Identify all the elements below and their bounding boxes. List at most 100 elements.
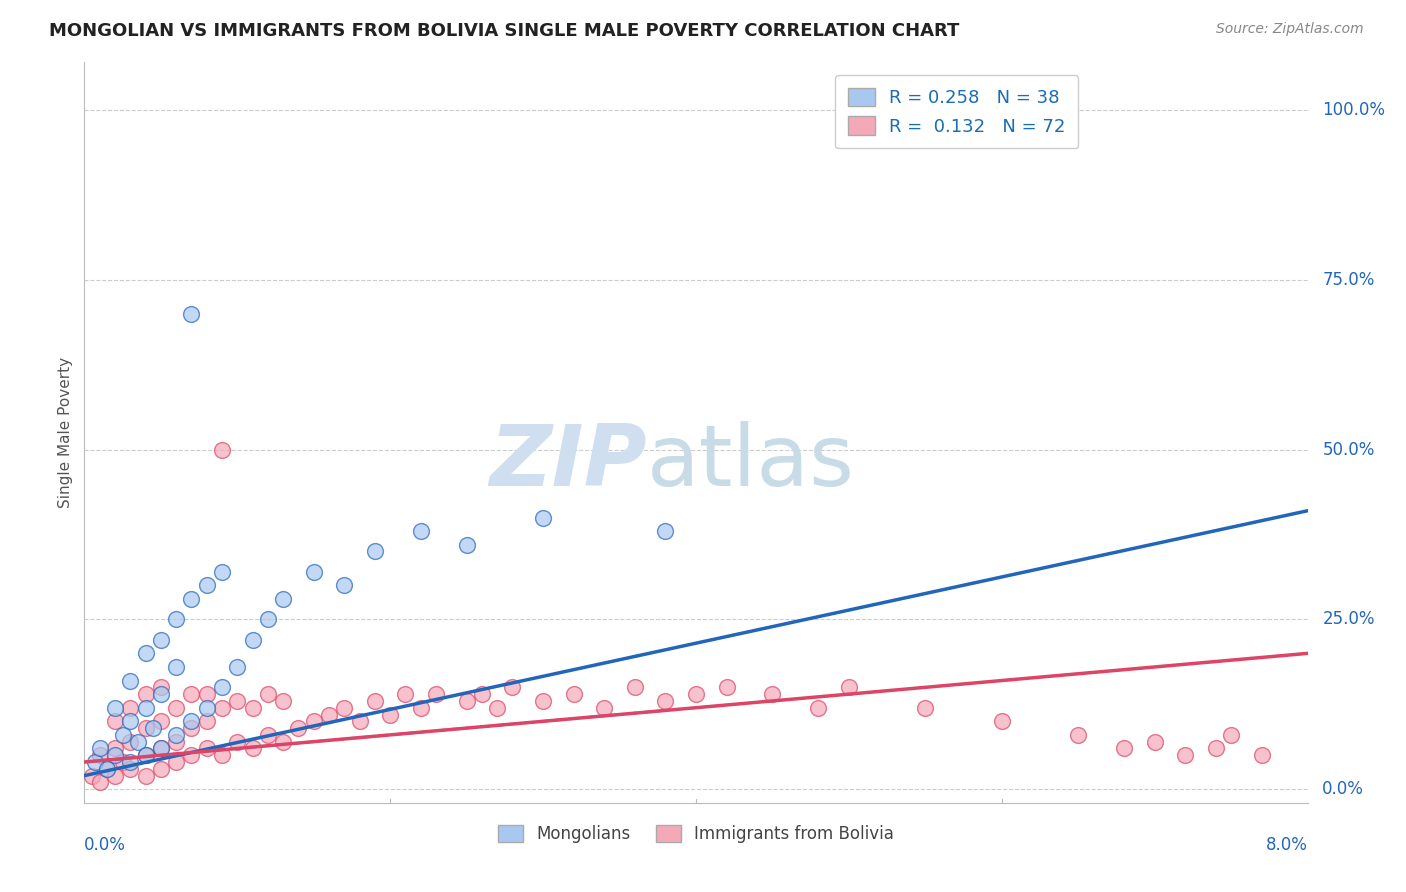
Point (111, 728, 134, 742)
Point (211, 442, 233, 457)
Point (96, 762, 118, 776)
Point (456, 538, 478, 552)
Point (195, 687, 218, 701)
Point (838, 681, 860, 695)
Point (149, 741, 172, 756)
Point (761, 687, 783, 701)
Point (502, 681, 524, 695)
Point (1114, 741, 1136, 756)
Text: 8.0%: 8.0% (1265, 836, 1308, 855)
Y-axis label: Single Male Poverty: Single Male Poverty (58, 357, 73, 508)
Point (302, 565, 325, 579)
Point (120, 734, 142, 748)
Text: 50.0%: 50.0% (1322, 441, 1375, 458)
Point (471, 687, 494, 701)
Point (257, 687, 280, 701)
Point (180, 687, 202, 701)
Point (104, 714, 127, 729)
Point (111, 755, 134, 769)
Text: atlas: atlas (647, 421, 855, 504)
Point (364, 544, 387, 558)
Point (914, 700, 936, 714)
Text: MONGOLIAN VS IMMIGRANTS FROM BOLIVIA SINGLE MALE POVERTY CORRELATION CHART: MONGOLIAN VS IMMIGRANTS FROM BOLIVIA SIN… (49, 22, 959, 40)
Text: Source: ZipAtlas.com: Source: ZipAtlas.com (1216, 22, 1364, 37)
Point (165, 755, 187, 769)
Point (120, 714, 142, 729)
Point (180, 714, 202, 729)
Point (624, 681, 647, 695)
Point (195, 578, 218, 592)
Point (180, 592, 202, 607)
Point (165, 660, 187, 674)
Point (226, 660, 249, 674)
Point (333, 700, 356, 714)
Point (180, 748, 202, 763)
Text: ZIP: ZIP (489, 421, 647, 504)
Point (257, 612, 280, 626)
Legend: Mongolians, Immigrants from Bolivia: Mongolians, Immigrants from Bolivia (492, 819, 900, 850)
Point (180, 307, 202, 321)
Text: 100.0%: 100.0% (1322, 101, 1385, 119)
Point (456, 694, 478, 708)
Point (120, 700, 142, 714)
Point (80, 769, 103, 783)
Point (149, 681, 172, 695)
Point (104, 700, 127, 714)
Point (333, 578, 356, 592)
Point (271, 592, 294, 607)
Point (149, 714, 172, 729)
Point (149, 762, 172, 776)
Point (149, 687, 172, 701)
Point (120, 755, 142, 769)
Point (135, 700, 157, 714)
Point (127, 734, 149, 748)
Point (211, 565, 233, 579)
Point (257, 728, 280, 742)
Point (318, 707, 340, 722)
Point (242, 741, 264, 756)
Point (195, 700, 218, 714)
Point (486, 700, 509, 714)
Point (135, 646, 157, 660)
Point (807, 700, 830, 714)
Point (165, 700, 187, 714)
Point (211, 748, 233, 763)
Point (242, 632, 264, 647)
Point (593, 700, 616, 714)
Point (226, 734, 249, 748)
Point (287, 721, 309, 735)
Point (271, 734, 294, 748)
Point (1220, 728, 1243, 742)
Point (211, 700, 233, 714)
Text: 0.0%: 0.0% (84, 836, 127, 855)
Point (531, 510, 554, 524)
Point (135, 721, 157, 735)
Point (531, 694, 554, 708)
Text: 25.0%: 25.0% (1322, 610, 1375, 628)
Point (149, 632, 172, 647)
Point (120, 673, 142, 688)
Point (716, 681, 738, 695)
Point (409, 524, 432, 538)
Point (195, 741, 218, 756)
Point (180, 721, 202, 735)
Text: 0.0%: 0.0% (1322, 780, 1364, 798)
Point (271, 694, 294, 708)
Point (380, 707, 402, 722)
Point (120, 762, 142, 776)
Point (211, 681, 233, 695)
Point (1067, 728, 1090, 742)
Point (302, 714, 325, 729)
Point (104, 748, 127, 763)
Point (654, 524, 676, 538)
Point (991, 714, 1014, 729)
Point (89, 775, 111, 789)
Point (654, 694, 676, 708)
Point (349, 714, 371, 729)
Point (425, 687, 447, 701)
Point (242, 700, 264, 714)
Point (364, 694, 387, 708)
Point (135, 687, 157, 701)
Point (562, 687, 585, 701)
Point (135, 748, 157, 763)
